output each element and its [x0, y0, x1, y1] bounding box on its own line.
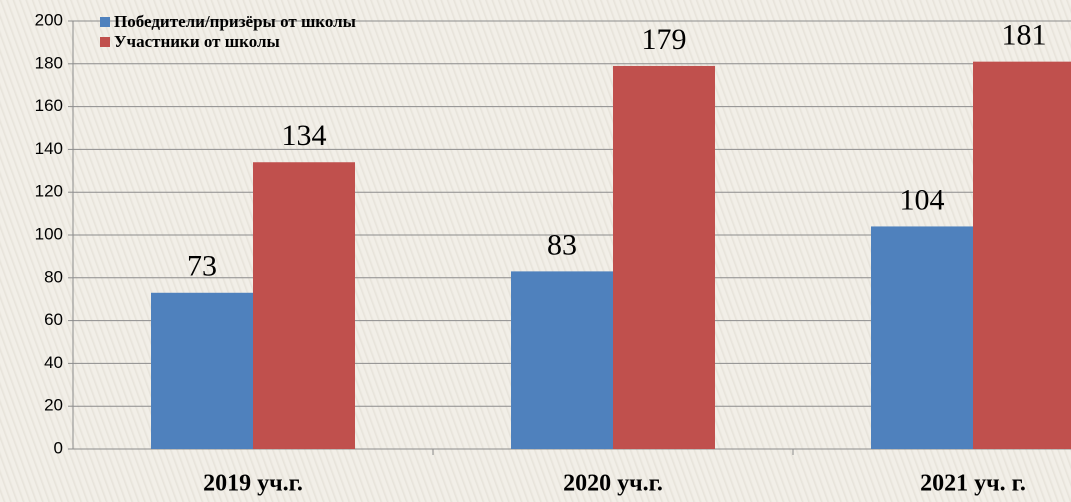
- bar: [973, 61, 1071, 449]
- y-tick-label: 60: [44, 310, 63, 329]
- legend-label: Победители/призёры от школы: [114, 12, 356, 31]
- y-tick-label: 160: [35, 96, 63, 115]
- bar: [253, 162, 355, 450]
- y-tick-label: 80: [44, 267, 63, 286]
- legend-swatch: [100, 37, 110, 47]
- legend-entry: Победители/призёры от школы: [100, 12, 400, 32]
- legend-swatch: [100, 17, 110, 27]
- x-tick-label: 2019 уч.г.: [203, 471, 303, 497]
- bar: [151, 292, 253, 449]
- x-tick-label: 2021 уч. г.: [920, 471, 1026, 497]
- y-tick-label: 140: [35, 139, 63, 158]
- value-label: 104: [900, 183, 945, 216]
- x-tick-label: 2020 уч.г.: [563, 471, 663, 497]
- y-tick-label: 200: [35, 10, 63, 29]
- value-label: 83: [547, 228, 577, 261]
- value-label: 73: [187, 250, 217, 283]
- y-tick-label: 20: [44, 396, 63, 415]
- legend-entry: Участники от школы: [100, 32, 400, 52]
- value-label: 181: [1002, 19, 1047, 52]
- value-label: 134: [282, 119, 327, 152]
- y-tick-label: 120: [35, 182, 63, 201]
- bar: [613, 65, 715, 449]
- bar: [511, 271, 613, 449]
- bar: [871, 226, 973, 449]
- legend-label: Участники от школы: [114, 32, 280, 51]
- value-label: 179: [642, 23, 687, 56]
- y-tick-label: 0: [54, 438, 63, 457]
- y-tick-label: 40: [44, 353, 63, 372]
- y-tick-label: 180: [35, 53, 63, 72]
- y-tick-label: 100: [35, 224, 63, 243]
- legend: Победители/призёры от школы Участники от …: [100, 12, 400, 52]
